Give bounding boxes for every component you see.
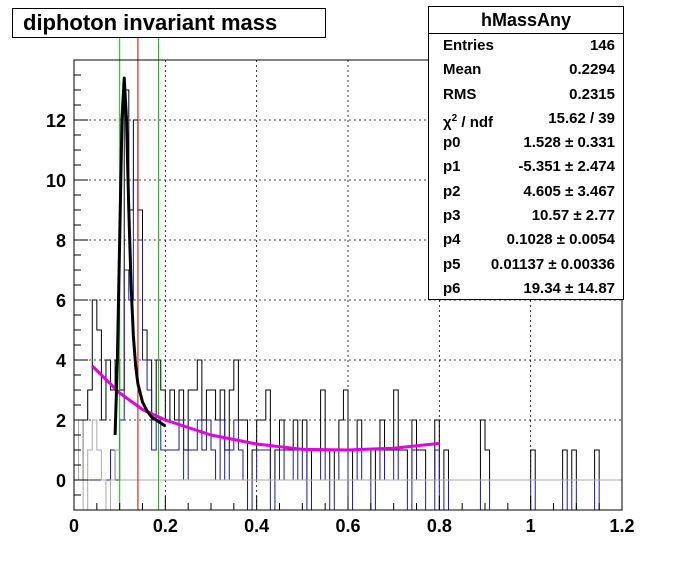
stats-key: p5: [443, 255, 461, 273]
stats-key: p6: [443, 279, 461, 297]
fit-curves: [91, 76, 440, 452]
stats-row: Mean 0.2294: [429, 58, 623, 82]
stats-value: 146: [589, 37, 615, 54]
x-tick-label: 1: [526, 516, 536, 536]
stats-row: Entries 146: [429, 34, 623, 58]
stats-key: RMS: [443, 85, 477, 103]
y-tick-label: 4: [56, 351, 66, 371]
stats-value: 0.1028 ± 0.0054: [506, 231, 615, 249]
stats-row: p5 0.01137 ± 0.00336: [429, 253, 623, 277]
x-tick-label: 0.2: [153, 516, 178, 536]
stats-key: Mean: [443, 61, 482, 79]
stats-key: p4: [443, 231, 461, 249]
fit-background-curve: [91, 364, 440, 452]
stats-row: p3 10.57 ± 2.77: [429, 204, 623, 228]
stats-value: 15.62 / 39: [548, 109, 615, 127]
stats-row: p6 19.34 ± 14.87: [429, 277, 623, 301]
stats-value: 10.57 ± 2.77: [531, 207, 615, 225]
stats-key: χ2 / ndf: [443, 112, 494, 131]
x-tick-label: 0: [69, 516, 79, 536]
stats-row: χ2 / ndf 15.62 / 39: [429, 107, 623, 131]
stats-value: -5.351 ± 2.474: [518, 158, 615, 176]
stats-row: RMS 0.2315: [429, 83, 623, 107]
x-tick-label: 0.8: [427, 516, 452, 536]
x-tick-label: 1.2: [609, 516, 634, 536]
y-tick-label: 6: [56, 291, 66, 311]
stats-value: 19.34 ± 14.87: [523, 279, 615, 297]
plot-title: diphoton invariant mass: [12, 8, 326, 38]
stats-rows: Entries 146 Mean 0.2294 RMS 0.2315 χ2 / ndf 15.…: [429, 34, 623, 301]
stats-value: 0.01137 ± 0.00336: [490, 255, 615, 273]
stats-value: 0.2315: [569, 85, 615, 103]
stats-key: Entries: [443, 37, 494, 54]
stats-row: p2 4.605 ± 3.467: [429, 180, 623, 204]
stats-key: p1: [443, 158, 461, 176]
stats-row: p4 0.1028 ± 0.0054: [429, 228, 623, 252]
stats-value: 0.2294: [569, 61, 615, 79]
y-tick-label: 10: [46, 171, 66, 191]
y-tick-label: 2: [56, 411, 66, 431]
stats-name: hMassAny: [429, 7, 623, 34]
stats-value: 1.528 ± 0.331: [523, 134, 615, 152]
fit-peak-curve: [113, 76, 167, 436]
y-tick-label: 12: [46, 111, 66, 131]
stats-key: p0: [443, 134, 461, 152]
x-tick-label: 0.4: [244, 516, 269, 536]
stats-key: p2: [443, 182, 461, 200]
stats-box: hMassAny Entries 146 Mean 0.2294 RMS 0.2315 χ2…: [428, 6, 624, 300]
x-tick-label: 0.6: [335, 516, 360, 536]
stats-key: p3: [443, 207, 461, 225]
stats-value: 4.605 ± 3.467: [523, 182, 615, 200]
x-axis: 0 0.2 0.4 0.6 0.8 1 1.2: [69, 496, 635, 536]
stats-row: p0 1.528 ± 0.331: [429, 131, 623, 155]
y-tick-label: 8: [56, 231, 66, 251]
histogram-series: [74, 419, 622, 511]
y-tick-label: 0: [56, 471, 66, 491]
stats-row: p1 -5.351 ± 2.474: [429, 155, 623, 179]
y-axis: 0 2 4 6 8 10 12: [46, 59, 88, 511]
